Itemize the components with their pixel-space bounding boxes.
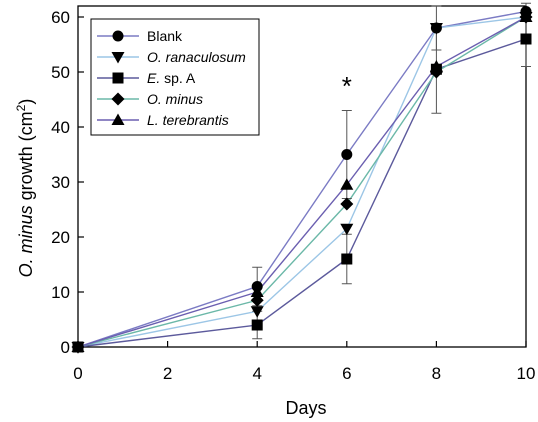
y-axis-label: O. minus growth (cm2): [14, 99, 36, 278]
data-point: [250, 285, 264, 297]
legend-marker: [112, 72, 124, 84]
y-axis-label-text: growth (cm: [16, 111, 36, 205]
data-point: [429, 60, 443, 72]
y-tick-label: 50: [51, 63, 70, 82]
data-point: [71, 340, 85, 352]
significance-annotation: *: [342, 71, 352, 101]
annotations: *: [342, 71, 352, 101]
x-tick-label: 6: [342, 364, 351, 383]
data-point: [341, 149, 353, 160]
legend-label: L. terebrantis: [147, 112, 229, 128]
plot-frame: [77, 5, 527, 348]
legend-label: Blank: [147, 28, 183, 44]
y-tick-label: 30: [51, 173, 70, 192]
y-tick-label: 10: [51, 283, 70, 302]
x-tick-label: 0: [73, 364, 82, 383]
data-point: [429, 23, 443, 35]
x-tick-label: 10: [517, 364, 536, 383]
legend-marker: [111, 52, 125, 64]
data-point: [250, 306, 264, 318]
legend-marker: [111, 92, 125, 106]
legend-marker: [111, 113, 125, 125]
x-tick-label: 2: [163, 364, 172, 383]
x-axis-label: Days: [285, 398, 326, 418]
legend-label: O. minus: [147, 91, 203, 107]
data-point: [519, 10, 533, 22]
y-axis-ticks: 0 10 20 30 40 50 60: [51, 8, 84, 357]
data-point: [251, 319, 263, 331]
y-tick-label: 60: [51, 8, 70, 27]
y-tick-label: 20: [51, 228, 70, 247]
x-axis-ticks: 0 2 4 6 8 10: [73, 341, 535, 383]
data-point: [340, 197, 354, 211]
legend-label: O. ranaculosum: [147, 49, 246, 65]
legend-label: E. sp. A: [147, 70, 196, 86]
data-point: [520, 33, 532, 45]
y-axis-label-close: ): [16, 99, 36, 105]
x-tick-label: 4: [252, 364, 261, 383]
y-axis-label-italic: O. minus: [16, 205, 36, 277]
x-tick-label: 8: [432, 364, 441, 383]
legend-marker: [112, 30, 124, 42]
y-tick-label: 40: [51, 118, 70, 137]
series-layer: [71, 2, 533, 354]
y-tick-label: 0: [61, 338, 70, 357]
data-point: [341, 253, 353, 265]
legend: Blank O. ranaculosum E. sp. A O. minus L. te…: [90, 18, 260, 136]
data-point: [340, 178, 354, 190]
plot-axes: [77, 5, 527, 348]
legend-label-italic: E.: [147, 70, 160, 86]
data-point: [340, 223, 354, 236]
y-axis-label-sup: 2: [14, 104, 28, 111]
legend-label-rest: sp. A: [160, 70, 196, 86]
